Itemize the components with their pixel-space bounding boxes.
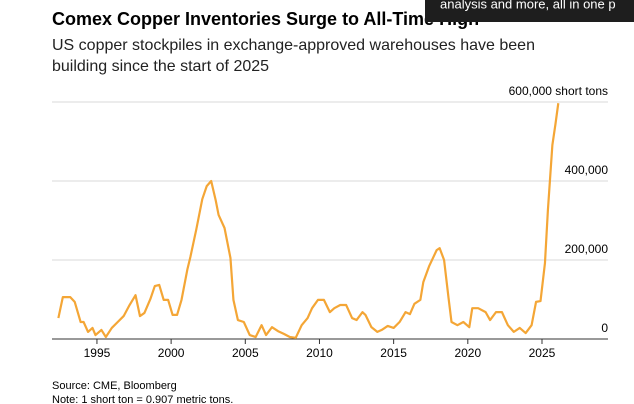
y-tick-label: 600,000 short tons bbox=[509, 84, 608, 98]
x-tick-label: 2025 bbox=[529, 346, 556, 360]
overlay: analysis and more, all in one p bbox=[425, 0, 634, 22]
y-tick-label: 0 bbox=[601, 321, 608, 335]
chart-subtitle: US copper stockpiles in exchange-approve… bbox=[52, 37, 535, 54]
x-tick-label: 1995 bbox=[84, 346, 111, 360]
chart-subtitle: building since the start of 2025 bbox=[52, 58, 269, 75]
source: Source: CME, Bloomberg bbox=[52, 380, 177, 392]
y-tick-label: 200,000 bbox=[565, 242, 609, 256]
chart-title: Comex Copper Inventories Surge to All-Ti… bbox=[52, 9, 479, 29]
overlay-text: analysis and more, all in one p bbox=[440, 0, 616, 11]
y-tick-label: 400,000 bbox=[565, 163, 609, 177]
x-tick-label: 2015 bbox=[380, 346, 407, 360]
overlay-box bbox=[425, 0, 634, 22]
plot-area: 0 200,000 400,000 600,000 short tons 1995 200… bbox=[52, 84, 608, 360]
x-tick-label: 2020 bbox=[454, 346, 481, 360]
x-tick-label: 2000 bbox=[158, 346, 185, 360]
note: Note: 1 short ton = 0.907 metric tons. bbox=[52, 394, 233, 404]
x-tick-label: 2005 bbox=[232, 346, 259, 360]
x-tick-label: 2010 bbox=[306, 346, 333, 360]
data-line bbox=[57, 103, 560, 339]
